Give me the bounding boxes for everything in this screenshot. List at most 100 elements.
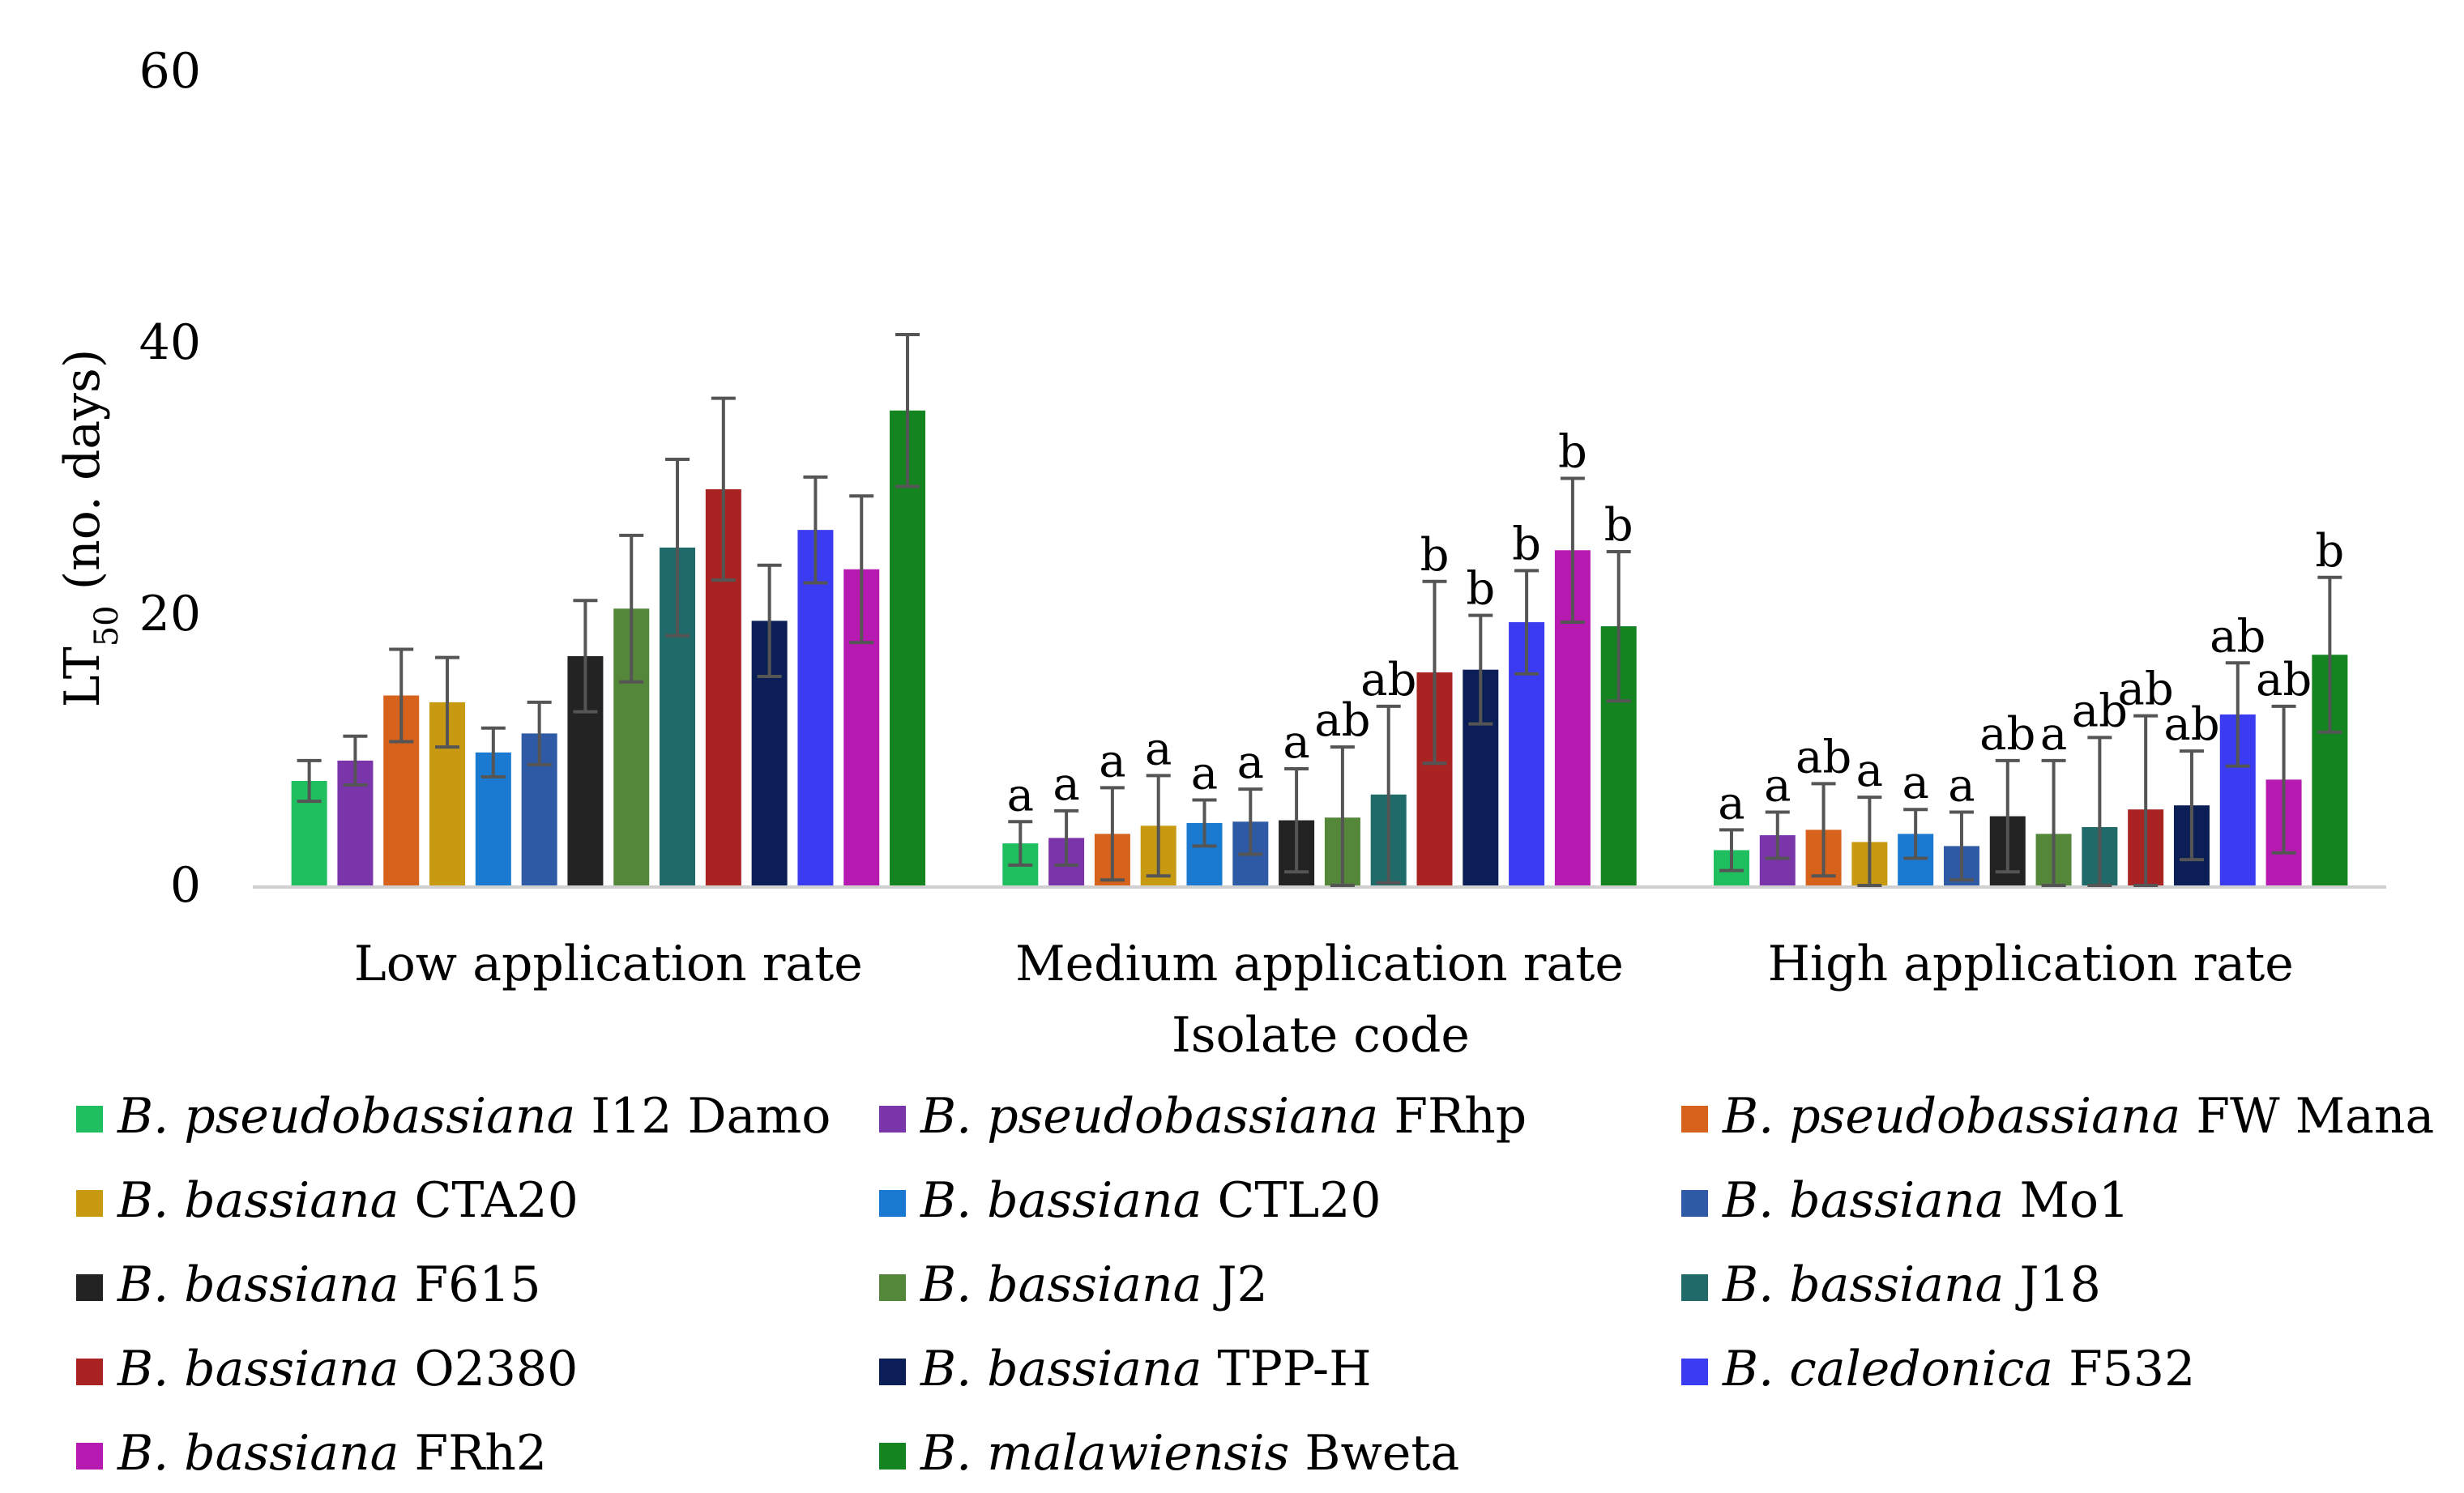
legend-item: B. pseudobassiana FW Mana bbox=[1681, 1088, 2434, 1145]
legend-swatch bbox=[76, 1274, 103, 1301]
legend-item: B. malawiensis Bweta bbox=[879, 1425, 1459, 1482]
legend-item: B. bassiana J2 bbox=[879, 1256, 1268, 1313]
error-bar bbox=[1857, 796, 1882, 887]
legend-swatch bbox=[1681, 1359, 1708, 1385]
legend-label: B. bassiana FRh2 bbox=[117, 1425, 547, 1482]
error-bar bbox=[619, 533, 644, 684]
significance-label: a bbox=[1856, 744, 1883, 797]
legend-item: B. bassiana CTA20 bbox=[76, 1172, 579, 1229]
error-bar bbox=[2317, 575, 2342, 734]
y-tick-label: 60 bbox=[139, 43, 201, 100]
error-bar bbox=[2087, 736, 2112, 887]
legend-swatch bbox=[879, 1359, 906, 1385]
legend-item: B. bassiana F615 bbox=[76, 1256, 541, 1313]
error-bar bbox=[389, 647, 414, 744]
legend-label: B. bassiana F615 bbox=[117, 1256, 541, 1313]
error-bar bbox=[665, 458, 690, 638]
bar bbox=[890, 410, 926, 885]
error-bar bbox=[1284, 766, 1309, 874]
legend-swatch bbox=[879, 1106, 906, 1133]
significance-label: b bbox=[2315, 525, 2344, 578]
error-bar bbox=[480, 726, 506, 778]
error-bar bbox=[1560, 476, 1585, 625]
legend-swatch bbox=[76, 1190, 103, 1217]
error-bar bbox=[803, 475, 828, 585]
legend-label: B. pseudobassiana FRhp bbox=[920, 1088, 1527, 1145]
significance-label: a bbox=[1283, 716, 1309, 769]
legend-label: B. bassiana J18 bbox=[1722, 1256, 2101, 1313]
significance-label: a bbox=[1902, 757, 1928, 809]
significance-label: ab bbox=[2163, 698, 2219, 751]
error-bar bbox=[1995, 758, 2020, 874]
error-bar bbox=[1468, 613, 1493, 726]
legend: B. pseudobassiana I12 Damo B. pseudobassi… bbox=[76, 1088, 2434, 1482]
error-bar bbox=[1376, 704, 1401, 885]
significance-label: b bbox=[1512, 518, 1541, 570]
category-labels: Low application rate Medium application r… bbox=[354, 936, 2294, 992]
significance-label: a bbox=[1099, 735, 1125, 787]
significance-label: b bbox=[1420, 529, 1450, 582]
legend-swatch bbox=[76, 1106, 103, 1133]
error-bar bbox=[1514, 569, 1539, 676]
y-tick-label: 20 bbox=[139, 586, 201, 642]
category-label: High application rate bbox=[1768, 936, 2294, 992]
legend-swatch bbox=[76, 1359, 103, 1385]
significance-label: ab bbox=[1360, 654, 1416, 706]
legend-label: B. pseudobassiana FW Mana bbox=[1722, 1088, 2434, 1145]
error-bar bbox=[1192, 798, 1217, 848]
legend-label: B. bassiana O2380 bbox=[117, 1341, 578, 1397]
significance-label: a bbox=[1007, 769, 1034, 821]
error-bar bbox=[343, 734, 368, 787]
legend-swatch bbox=[1681, 1190, 1708, 1217]
significance-label: b bbox=[1604, 499, 1633, 552]
significance-label: a bbox=[2040, 708, 2067, 761]
error-bar bbox=[1606, 549, 1631, 703]
error-bar bbox=[1146, 774, 1171, 878]
error-bar bbox=[1949, 810, 1974, 882]
legend-item: B. bassiana O2380 bbox=[76, 1341, 578, 1397]
legend-label: B. malawiensis Bweta bbox=[920, 1425, 1459, 1482]
error-bar bbox=[1330, 745, 1355, 887]
significance-label: ab bbox=[2072, 685, 2128, 737]
x-axis-title: Isolate code bbox=[1172, 1007, 1470, 1064]
y-axis-title: LT50 (no. days) bbox=[54, 349, 126, 708]
error-bar bbox=[1765, 810, 1790, 860]
significance-label: a bbox=[1237, 736, 1264, 789]
significance-label: ab bbox=[2118, 663, 2174, 716]
error-bar bbox=[2133, 714, 2159, 887]
error-bar bbox=[1903, 808, 1928, 860]
error-bar bbox=[297, 758, 322, 804]
legend-item: B. caledonica F532 bbox=[1681, 1341, 2195, 1397]
y-axis: 0 20 40 60 bbox=[139, 43, 201, 914]
legend-label: B. bassiana TPP-H bbox=[920, 1341, 1372, 1397]
legend-swatch bbox=[879, 1190, 906, 1217]
legend-item: B. bassiana TPP-H bbox=[879, 1341, 1372, 1397]
significance-label: a bbox=[1948, 760, 1975, 813]
error-bar bbox=[1238, 787, 1263, 856]
significance-label: a bbox=[1145, 723, 1172, 775]
error-bar bbox=[1811, 782, 1836, 878]
error-bar bbox=[527, 700, 552, 766]
legend-item: B. bassiana CTL20 bbox=[879, 1172, 1381, 1229]
bar bbox=[797, 530, 834, 885]
significance-label: ab bbox=[1314, 694, 1370, 747]
significance-label: a bbox=[1191, 747, 1218, 800]
error-bar bbox=[1100, 786, 1125, 882]
category-group bbox=[291, 332, 926, 885]
error-bar bbox=[573, 599, 598, 714]
legend-swatch bbox=[879, 1443, 906, 1470]
legend-item: B. pseudobassiana FRhp bbox=[879, 1088, 1527, 1145]
legend-label: B. bassiana CTL20 bbox=[920, 1172, 1381, 1229]
significance-label: ab bbox=[1979, 708, 2035, 761]
legend-swatch bbox=[76, 1443, 103, 1470]
legend-item: B. pseudobassiana I12 Damo bbox=[76, 1088, 831, 1145]
legend-swatch bbox=[879, 1274, 906, 1301]
y-tick-label: 0 bbox=[170, 857, 201, 914]
legend-item: B. bassiana Mo1 bbox=[1681, 1172, 2129, 1229]
legend-label: B. bassiana CTA20 bbox=[117, 1172, 579, 1229]
significance-label: ab bbox=[2256, 654, 2312, 706]
significance-label: ab bbox=[2210, 610, 2265, 663]
error-bar bbox=[757, 563, 782, 679]
error-bar bbox=[2041, 758, 2066, 887]
